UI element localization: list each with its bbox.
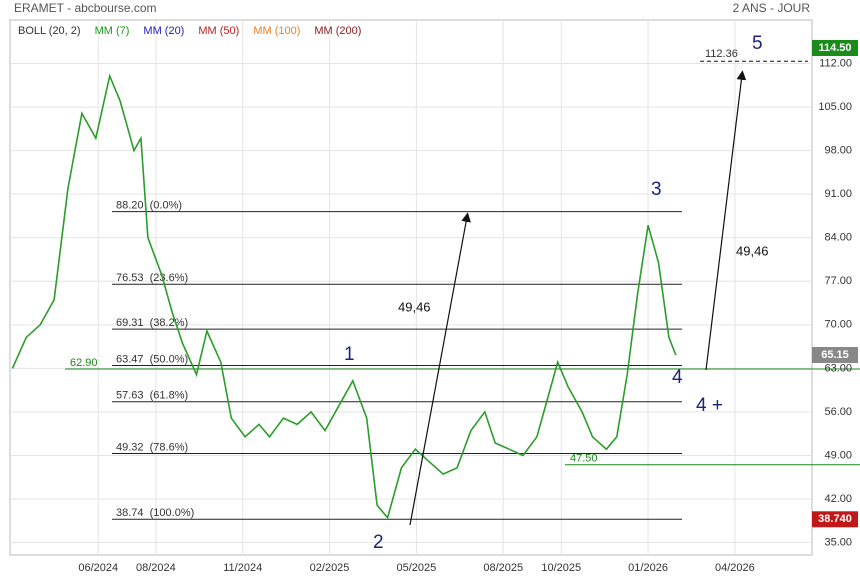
header-period: 2 ANS - JOUR — [733, 1, 811, 15]
arrow — [409, 212, 471, 526]
legend-entry: MM (20) — [143, 25, 184, 37]
x-tick-label: 05/2025 — [397, 562, 437, 574]
price-tag — [812, 39, 858, 56]
x-tick-label: 04/2026 — [715, 562, 755, 574]
support-label: 47.50 — [570, 453, 598, 465]
fib-label: 88.20 (0.0%) — [116, 200, 182, 212]
legend-entry: MM (100) — [253, 25, 300, 37]
x-tick-label: 06/2024 — [78, 562, 118, 574]
y-tick-label: 63.00 — [824, 362, 852, 374]
legend-entry: BOLL (20, 2) — [18, 25, 81, 37]
x-tick-label: 01/2026 — [628, 562, 668, 574]
annotation: 2 — [373, 532, 384, 553]
fib-label: 76.53 (23.6%) — [116, 272, 188, 284]
levels: 88.20 (0.0%) 76.53 (23.6%) 69.31 (38.2%) 63… — [65, 48, 860, 520]
x-tick-label: 02/2025 — [310, 562, 350, 574]
legend-entry: MM (50) — [198, 25, 239, 37]
x-tick-label: 11/2024 — [223, 562, 262, 574]
y-tick-label: 105.00 — [818, 101, 852, 113]
y-tick-label: 98.00 — [824, 145, 852, 157]
annotation: 49,46 — [736, 243, 769, 258]
x-tick-label: 10/2025 — [541, 562, 581, 574]
fib-label: 49.32 (78.6%) — [116, 441, 188, 453]
y-tick-label: 49.00 — [824, 449, 852, 461]
annotation: 4 — [672, 367, 683, 388]
y-tick-label: 42.00 — [824, 493, 852, 505]
annotation: 4 + — [696, 395, 723, 416]
target-label: 112.36 — [705, 48, 738, 60]
fib-label: 69.31 (38.2%) — [116, 317, 188, 329]
y-tick-label: 56.00 — [824, 406, 852, 418]
legend-entry: MM (200) — [314, 25, 361, 37]
price-tag-label: 114.50 — [818, 42, 851, 54]
annotation: 3 — [651, 179, 662, 200]
arrow — [705, 70, 747, 371]
y-tick-label: 35.00 — [824, 536, 852, 548]
plot-area — [9, 19, 813, 556]
fib-label: 38.74 (100.0%) — [116, 507, 194, 519]
price-tag — [812, 511, 858, 528]
annotation: 5 — [752, 33, 763, 54]
header-title: ERAMET - abcbourse.com — [14, 1, 157, 15]
annotation: 1 — [344, 344, 355, 365]
support-label: 62.90 — [70, 357, 98, 369]
y-tick-label: 112.00 — [819, 57, 852, 69]
grid — [10, 20, 812, 555]
price-line — [11, 73, 677, 520]
price-tag-label: 38.740 — [818, 513, 852, 525]
annotation: 49,46 — [398, 299, 431, 314]
x-tick-label: 08/2024 — [136, 562, 176, 574]
fib-label: 63.47 (50.0%) — [116, 353, 188, 365]
fib-label: 57.63 (61.8%) — [116, 390, 188, 402]
x-tick-label: 08/2025 — [483, 562, 523, 574]
y-tick-label: 77.00 — [824, 275, 852, 287]
legend-entry: MM (7) — [95, 25, 130, 37]
y-tick-label: 84.00 — [824, 232, 852, 244]
price-tag-label: 65.15 — [821, 349, 849, 361]
price-tag — [812, 346, 858, 363]
y-tick-label: 91.00 — [824, 188, 852, 200]
marks — [11, 73, 677, 520]
y-tick-label: 70.00 — [824, 319, 852, 331]
